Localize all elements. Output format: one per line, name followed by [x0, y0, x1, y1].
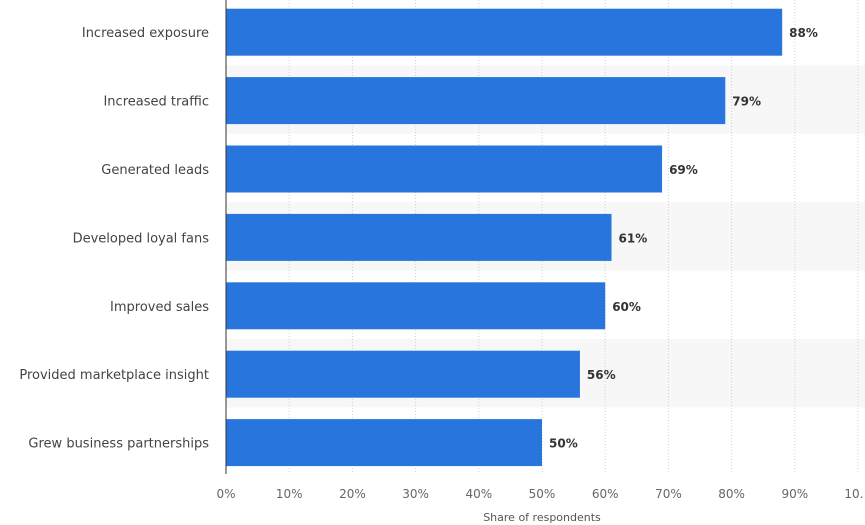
data-label: 79% [732, 95, 761, 109]
data-label: 56% [587, 368, 616, 382]
category-label: Grew business partnerships [28, 437, 209, 452]
x-tick-label: 50% [529, 487, 556, 501]
x-tick-label: 80% [718, 487, 745, 501]
category-label: Developed loyal fans [73, 231, 210, 246]
bar [226, 213, 612, 261]
x-tick-label: 0% [216, 487, 235, 501]
x-axis-title: Share of respondents [483, 511, 601, 524]
x-tick-label: 70% [655, 487, 682, 501]
category-label: Increased traffic [103, 95, 209, 110]
bar [226, 77, 726, 125]
data-label: 69% [669, 163, 698, 177]
x-tick-label: 30% [402, 487, 429, 501]
bar [226, 145, 663, 193]
data-label: 61% [619, 231, 648, 245]
x-tick-label: 20% [339, 487, 366, 501]
category-label: Generated leads [101, 163, 209, 178]
x-tick-label: 10% [276, 487, 303, 501]
data-label: 88% [789, 26, 818, 40]
bar [226, 419, 542, 467]
bar [226, 8, 783, 56]
bar [226, 282, 606, 330]
category-label: Provided marketplace insight [19, 368, 209, 383]
data-label: 60% [612, 300, 641, 314]
data-label: 50% [549, 437, 578, 451]
x-tick-label: 60% [592, 487, 619, 501]
x-tick-label: 90% [781, 487, 808, 501]
category-label: Improved sales [110, 300, 209, 315]
x-tick-label: 10… [844, 487, 865, 501]
category-label: Increased exposure [82, 26, 209, 41]
x-tick-label: 40% [465, 487, 492, 501]
bar [226, 350, 580, 398]
